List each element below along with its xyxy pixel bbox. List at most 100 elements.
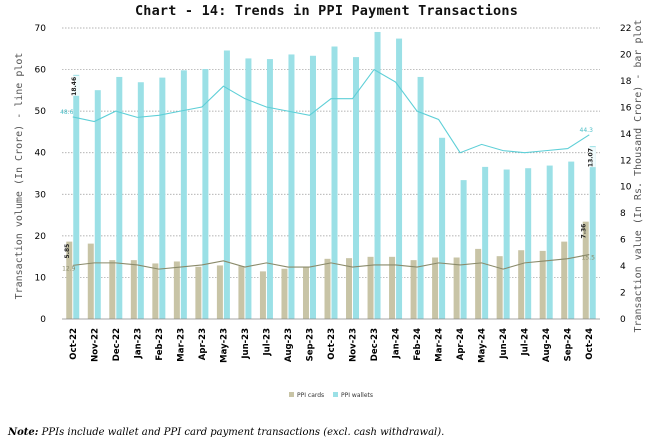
bar-ppi-cards (539, 250, 546, 319)
data-label-bg (72, 75, 80, 96)
bar-ppi-wallets (94, 90, 101, 319)
x-tick-label: Dec-22 (112, 328, 122, 361)
y-tick-right: 22 (620, 24, 631, 34)
x-tick-label: May-24 (478, 328, 488, 363)
bar-ppi-wallets (353, 57, 360, 319)
data-label-bg (588, 147, 596, 168)
bar-ppi-cards (87, 243, 94, 319)
bar-ppi-cards (152, 263, 159, 319)
x-tick-label: Aug-24 (542, 328, 552, 362)
x-tick-label: Oct-23 (327, 328, 337, 360)
bar-ppi-wallets (460, 180, 467, 319)
bar-ppi-cards (281, 268, 288, 319)
x-tick-label: Apr-23 (198, 328, 208, 360)
bar-ppi-cards (238, 266, 245, 319)
x-tick-label: Aug-23 (284, 328, 294, 362)
bar-ppi-cards (432, 257, 439, 319)
y-tick-right: 14 (620, 130, 632, 140)
x-tick-label: Feb-24 (413, 328, 423, 361)
footnote: Note: PPIs include wallet and PPI card p… (8, 427, 444, 438)
bar-ppi-wallets (73, 74, 80, 319)
x-tick-label: Jan-23 (133, 328, 143, 359)
legend: PPI cards PPI wallets (289, 392, 373, 399)
data-label: 7.36 (581, 224, 588, 239)
x-tick-label: Nov-23 (349, 328, 359, 362)
legend-swatch-cards (289, 392, 294, 397)
bar-ppi-wallets (245, 58, 252, 319)
x-tick-label: Jun-23 (241, 328, 251, 360)
bar-ppi-wallets (482, 166, 489, 319)
bar-ppi-cards (324, 258, 331, 319)
bar-ppi-cards (66, 241, 73, 319)
bar-ppi-cards (582, 221, 589, 319)
bar-ppi-wallets (288, 54, 295, 320)
data-label: 18.46 (71, 77, 78, 96)
grid-layer (62, 27, 600, 278)
bar-ppi-cards (367, 256, 374, 319)
bar-ppi-cards (109, 260, 116, 319)
y-tick-left: 20 (35, 232, 47, 242)
bar-ppi-cards (389, 256, 396, 319)
x-tick-label: Dec-23 (370, 328, 380, 361)
lines-layer (72, 68, 590, 270)
footnote-prefix: Note: (8, 427, 39, 438)
y-tick-right: 10 (620, 183, 632, 193)
bar-ppi-wallets (331, 46, 338, 319)
y-tick-left: 70 (35, 24, 47, 34)
bar-ppi-wallets (309, 55, 316, 319)
bar-ppi-cards (453, 257, 460, 319)
data-label: 12.9 (62, 265, 76, 272)
bar-ppi-cards (518, 250, 525, 319)
bar-ppi-wallets (525, 168, 532, 319)
bar-ppi-cards (173, 261, 180, 319)
bar-ppi-wallets (159, 77, 166, 320)
bar-ppi-wallets (546, 165, 553, 319)
y-tick-right: 4 (620, 262, 626, 272)
legend-label-cards: PPI cards (297, 392, 324, 399)
x-tick-label: Feb-23 (155, 328, 165, 361)
y-tick-left: 50 (35, 107, 47, 117)
bar-ppi-wallets (266, 59, 273, 319)
x-tick-label: Apr-24 (456, 328, 466, 360)
chart-title: Chart - 14: Trends in PPI Payment Transa… (134, 3, 519, 19)
bar-ppi-wallets (568, 161, 575, 319)
bar-ppi-wallets (223, 50, 230, 320)
y-axis-left-label: Transaction volume (In Crore) - line plo… (14, 53, 25, 300)
data-label: 15.5 (582, 255, 596, 262)
x-tick-label: Oct-22 (69, 328, 79, 360)
line-ppi-cards-volume (72, 254, 590, 270)
bar-ppi-cards (496, 256, 503, 319)
y-tick-right: 2 (620, 289, 626, 299)
legend-swatch-wallets (333, 392, 338, 397)
bar-ppi-wallets (202, 69, 209, 319)
bars-layer (66, 31, 596, 320)
y-tick-left: 60 (35, 66, 47, 76)
legend-label-wallets: PPI wallets (341, 392, 373, 399)
bar-ppi-wallets (180, 70, 187, 319)
data-label: 48.6 (60, 109, 74, 116)
y-tick-right: 8 (620, 209, 626, 219)
y-tick-right: 0 (620, 315, 626, 325)
x-tick-label: Jul-24 (521, 328, 531, 357)
bar-ppi-wallets (116, 76, 123, 319)
x-tick-label: Sep-24 (564, 328, 574, 361)
bar-ppi-cards (195, 266, 202, 319)
y-axis-right-label: Transaction value (In Rs. Thousand Crore… (633, 19, 644, 332)
y-tick-left: 30 (35, 190, 47, 200)
y-tick-right: 16 (620, 103, 632, 113)
bar-ppi-wallets (374, 31, 381, 320)
x-tick-label: Jun-24 (499, 328, 509, 360)
bar-ppi-wallets (503, 169, 510, 319)
data-label: 5.85 (64, 244, 71, 259)
x-tick-label: Jan-24 (392, 328, 402, 359)
bar-ppi-cards (302, 267, 309, 319)
x-tick-label: Nov-22 (90, 328, 100, 362)
data-label: 13.07 (588, 148, 595, 167)
y-tick-left: 40 (35, 149, 47, 159)
y-tick-right: 20 (620, 50, 632, 60)
x-tick-label: Jul-23 (262, 328, 272, 357)
y-tick-right: 12 (620, 156, 631, 166)
bar-ppi-cards (561, 241, 568, 319)
y-tick-left: 10 (35, 273, 47, 283)
x-tick-label: Oct-24 (585, 328, 595, 360)
